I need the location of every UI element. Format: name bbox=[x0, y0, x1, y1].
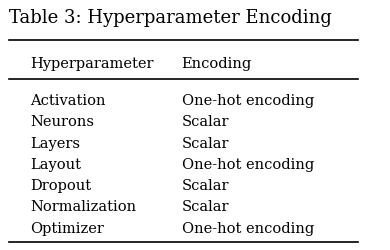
Text: Neurons: Neurons bbox=[30, 115, 94, 129]
Text: Layout: Layout bbox=[30, 158, 81, 172]
Text: Scalar: Scalar bbox=[182, 115, 229, 129]
Text: One-hot encoding: One-hot encoding bbox=[182, 94, 314, 108]
Text: Hyperparameter: Hyperparameter bbox=[30, 57, 154, 71]
Text: Scalar: Scalar bbox=[182, 136, 229, 150]
Text: Scalar: Scalar bbox=[182, 179, 229, 193]
Text: Layers: Layers bbox=[30, 136, 80, 150]
Text: Activation: Activation bbox=[30, 94, 106, 108]
Text: Dropout: Dropout bbox=[30, 179, 91, 193]
Text: Optimizer: Optimizer bbox=[30, 222, 104, 236]
Text: Normalization: Normalization bbox=[30, 200, 136, 214]
Text: Table 3: Hyperparameter Encoding: Table 3: Hyperparameter Encoding bbox=[9, 9, 331, 27]
Text: One-hot encoding: One-hot encoding bbox=[182, 222, 314, 236]
Text: Encoding: Encoding bbox=[182, 57, 252, 71]
Text: One-hot encoding: One-hot encoding bbox=[182, 158, 314, 172]
Text: Scalar: Scalar bbox=[182, 200, 229, 214]
